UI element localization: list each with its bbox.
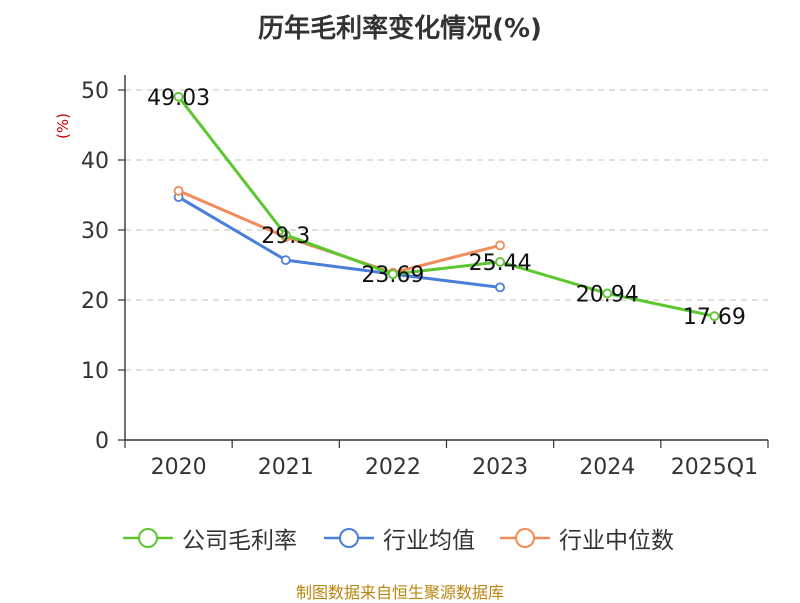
- y-tick-label: 10: [81, 359, 109, 384]
- data-label: 20.94: [576, 282, 639, 307]
- grid-lines: [125, 89, 768, 371]
- series-line: [177, 189, 502, 275]
- x-tick-label: 2022: [365, 455, 421, 480]
- legend-item[interactable]: 行业中位数: [499, 522, 674, 554]
- data-label: 29.3: [261, 224, 310, 249]
- legend-swatch: [123, 528, 173, 548]
- legend-swatch: [324, 528, 374, 548]
- legend-item[interactable]: 行业均值: [323, 522, 475, 554]
- legend-label: 公司毛利率: [182, 528, 297, 554]
- data-point: [280, 229, 291, 240]
- x-tick-label: 2024: [579, 455, 635, 480]
- y-tick-label: 0: [95, 429, 109, 454]
- data-label: 23.69: [361, 263, 424, 288]
- series-2: [173, 185, 505, 278]
- legend-swatch-marker: [138, 528, 158, 548]
- data-point: [495, 257, 505, 267]
- series-layer: [173, 91, 720, 322]
- data-point: [173, 91, 184, 102]
- y-axis-title: (%): [54, 113, 72, 139]
- data-point: [709, 311, 720, 322]
- data-point: [495, 240, 505, 251]
- legend-label: 行业均值: [383, 528, 475, 554]
- legend-swatch: [500, 528, 550, 548]
- data-point: [602, 288, 613, 299]
- series-0: [173, 91, 720, 322]
- data-labels: 49.03 29.3 23.69 25.44 20.94 17.69: [147, 86, 746, 330]
- legend-item[interactable]: 公司毛利率: [122, 522, 297, 554]
- data-label: 49.03: [147, 86, 210, 111]
- legend: 公司毛利率 行业均值 行业中位数: [0, 522, 800, 554]
- series-line: [177, 95, 716, 318]
- source-note: 制图数据来自恒生聚源数据库: [295, 583, 504, 602]
- legend-swatch-marker: [339, 528, 359, 548]
- data-label: 25.44: [469, 251, 532, 276]
- y-tick-label: 30: [81, 219, 109, 244]
- x-tick-label: 2021: [258, 455, 314, 480]
- x-tick-label: 2020: [151, 455, 207, 480]
- data-label: 17.69: [683, 305, 746, 330]
- x-tick-label: 2025Q1: [671, 455, 758, 480]
- series-1: [173, 192, 505, 293]
- y-tick-label: 20: [81, 289, 109, 314]
- series-line: [177, 195, 502, 289]
- data-point: [388, 269, 398, 280]
- legend-label: 行业中位数: [559, 528, 674, 554]
- data-point: [495, 282, 505, 293]
- chart-title: 历年毛利率变化情况(%): [258, 14, 542, 44]
- data-point: [173, 185, 184, 196]
- y-tick-label: 50: [81, 79, 109, 104]
- data-point: [280, 255, 291, 266]
- axes: 0 10 20 30 40 50 2020 2021 2022 2023 2024 2025Q1: [81, 75, 769, 480]
- y-tick-label: 40: [81, 149, 109, 174]
- x-tick-label: 2023: [472, 455, 528, 480]
- legend-swatch-marker: [515, 528, 535, 548]
